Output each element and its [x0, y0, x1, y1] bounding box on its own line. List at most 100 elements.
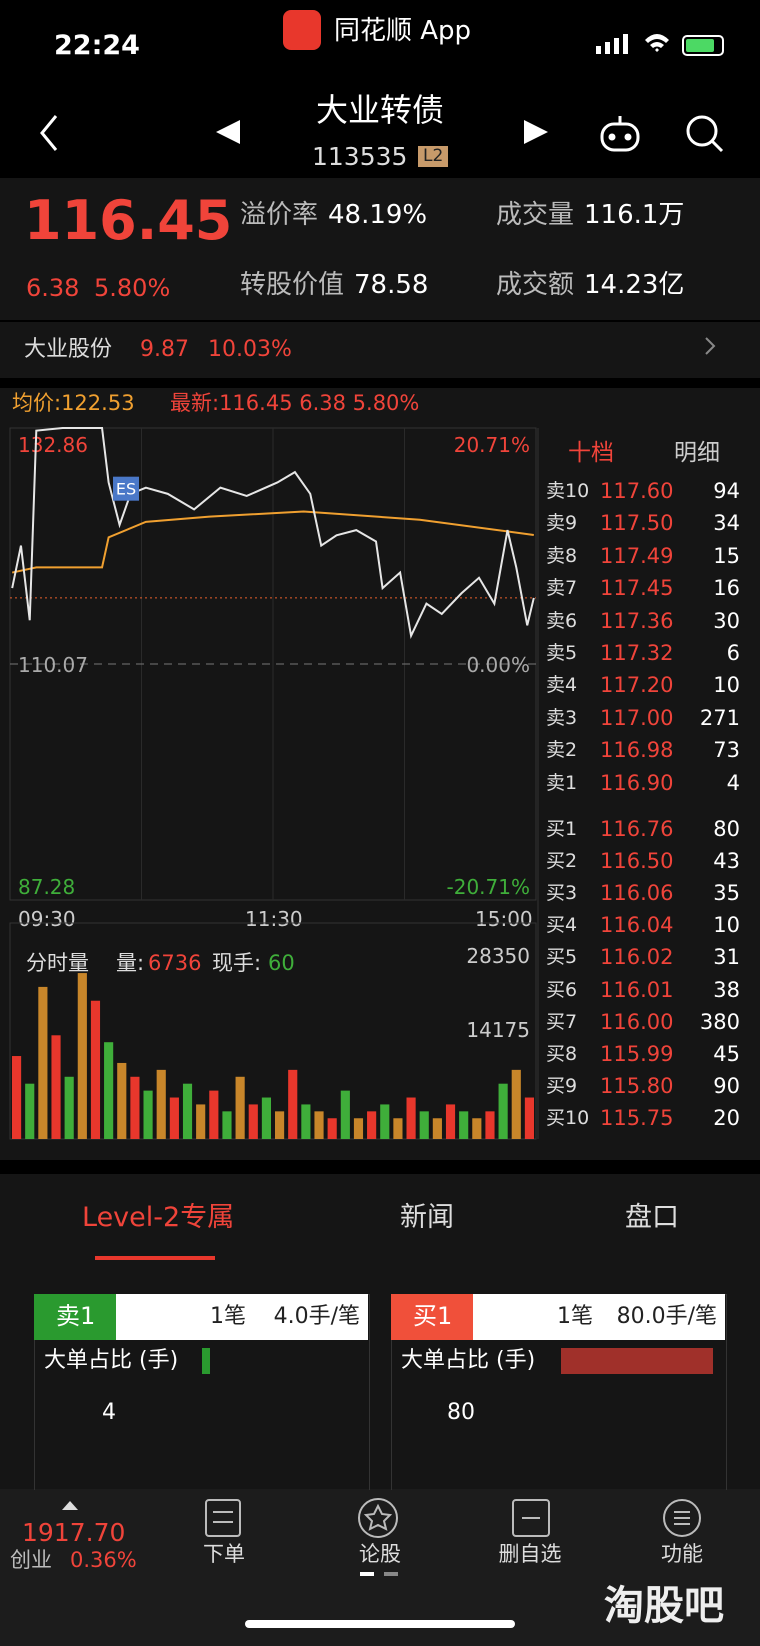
pct-tick: 20.71%: [454, 433, 530, 457]
book-qty: 73: [713, 738, 740, 763]
volume-tick: 28350: [466, 944, 530, 968]
volume-bar: [524, 1097, 534, 1139]
time-label: 11:30: [245, 907, 303, 931]
volume-bar: [472, 1118, 482, 1139]
change-percent: 5.80%: [94, 274, 171, 302]
card-count: 1笔: [557, 1304, 593, 1329]
nav-item[interactable]: 论股: [359, 1542, 401, 1566]
book-price: 117.20: [600, 673, 674, 698]
stock-row[interactable]: [0, 322, 760, 378]
nav-item[interactable]: 功能: [661, 1542, 703, 1566]
nav-item[interactable]: 删自选: [498, 1542, 562, 1566]
bond-title: 大业转债: [315, 91, 444, 129]
book-qty: 34: [713, 511, 740, 536]
volume-last: 6736: [148, 951, 201, 975]
header-icons[interactable]: [40, 115, 724, 153]
volume-bar: [445, 1104, 456, 1139]
intraday-chart: 均价:122.53 最新:116.45 6.38 5.80% 132.86 20.71…: [9, 391, 539, 1140]
volume-label: 量:: [116, 951, 144, 975]
volume-tick: 14175: [466, 1018, 530, 1042]
book-qty: 10: [713, 673, 740, 698]
volume-bar: [327, 1118, 337, 1139]
watermark: 淘股吧: [604, 1583, 724, 1629]
book-level: 卖4: [546, 674, 578, 697]
section-tab[interactable]: 盘口: [625, 1202, 679, 1233]
book-qty: 35: [713, 881, 740, 906]
card-avg: 4.0手/笔: [273, 1304, 360, 1329]
volume-title: 分时量: [26, 951, 89, 975]
book-qty: 271: [699, 705, 740, 730]
volume-bar: [143, 1090, 153, 1139]
book-price: 116.04: [600, 913, 674, 938]
book-level: 买7: [546, 1010, 578, 1033]
field-value: 48.19%: [328, 200, 428, 230]
pct-tick: 0.00%: [466, 653, 530, 677]
average-line: [11, 510, 534, 574]
book-level: 买5: [546, 946, 578, 969]
volume-bar: [104, 1042, 114, 1139]
nav-icons[interactable]: [205, 1498, 701, 1538]
book-level: 买6: [546, 978, 578, 1001]
book-qty: 10: [713, 913, 740, 938]
volume-bar: [406, 1097, 416, 1139]
book-level: 卖2: [546, 739, 578, 762]
field-label: 成交额: [496, 270, 575, 300]
book-qty: 43: [713, 849, 740, 874]
field-value: 78.58: [354, 270, 429, 300]
book-price: 116.06: [600, 881, 674, 906]
card-avg: 80.0手/笔: [616, 1304, 717, 1329]
index-name: 创业: [10, 1548, 52, 1572]
stock-name[interactable]: 大业股份: [24, 337, 113, 362]
last-price: 116.45: [24, 189, 233, 252]
index-value[interactable]: 1917.70: [22, 1518, 126, 1547]
latest-label: 最新:116.45 6.38 5.80%: [170, 391, 419, 415]
volume-bar: [51, 1035, 61, 1139]
volume-bar: [393, 1118, 403, 1139]
card-value: 4: [102, 1400, 116, 1425]
pct-tick: -20.71%: [447, 875, 530, 899]
book-level: 卖5: [546, 642, 578, 664]
bottom-nav: [0, 1489, 760, 1646]
price-tick: 110.07: [18, 653, 88, 677]
volume-bar: [64, 1076, 74, 1139]
field-label: 转股价值: [240, 270, 345, 300]
book-tab[interactable]: 明细: [674, 440, 720, 466]
book-price: 116.02: [600, 945, 674, 970]
book-level: 卖6: [546, 609, 578, 632]
volume-bar: [156, 1069, 166, 1139]
es-badge-bg: [113, 476, 140, 501]
section-tab[interactable]: Level-2专属: [82, 1202, 235, 1233]
book-level: 卖10: [546, 480, 590, 502]
nav-item[interactable]: 下单: [203, 1542, 245, 1566]
volume-bar: [209, 1090, 219, 1139]
card-label: 大单占比 (手): [44, 1348, 179, 1373]
chevron[interactable]: [705, 337, 716, 355]
book-qty: 15: [713, 543, 740, 568]
volume-bar: [261, 1097, 271, 1139]
up-arrow: [62, 1501, 78, 1510]
bond-code: 113535: [312, 142, 408, 171]
volume-bar: [130, 1076, 140, 1139]
volume-bar: [248, 1104, 258, 1139]
section-tab[interactable]: 新闻: [400, 1202, 454, 1233]
page-dot: [384, 1572, 398, 1576]
book-qty: 380: [699, 1009, 740, 1034]
ratio-bar: [202, 1348, 210, 1374]
book-price: 117.45: [600, 576, 674, 601]
volume-bar: [380, 1104, 390, 1139]
book-price: 115.80: [600, 1073, 674, 1098]
book-tab[interactable]: 十档: [568, 440, 614, 466]
volume-bar: [432, 1118, 442, 1139]
book-qty: 6: [726, 641, 740, 665]
index-pct: 0.36%: [70, 1548, 137, 1572]
volume-bar: [77, 973, 87, 1139]
status-time: 22:24: [54, 30, 140, 61]
volume-bar: [340, 1090, 350, 1139]
volume-bar: [275, 1111, 285, 1139]
hand-value: 60: [268, 951, 295, 975]
book-price: 117.32: [600, 641, 674, 665]
ratio-bar: [561, 1348, 713, 1374]
book-price: 117.36: [600, 608, 674, 633]
book-qty: 45: [713, 1041, 740, 1066]
card-label: 大单占比 (手): [401, 1348, 536, 1373]
